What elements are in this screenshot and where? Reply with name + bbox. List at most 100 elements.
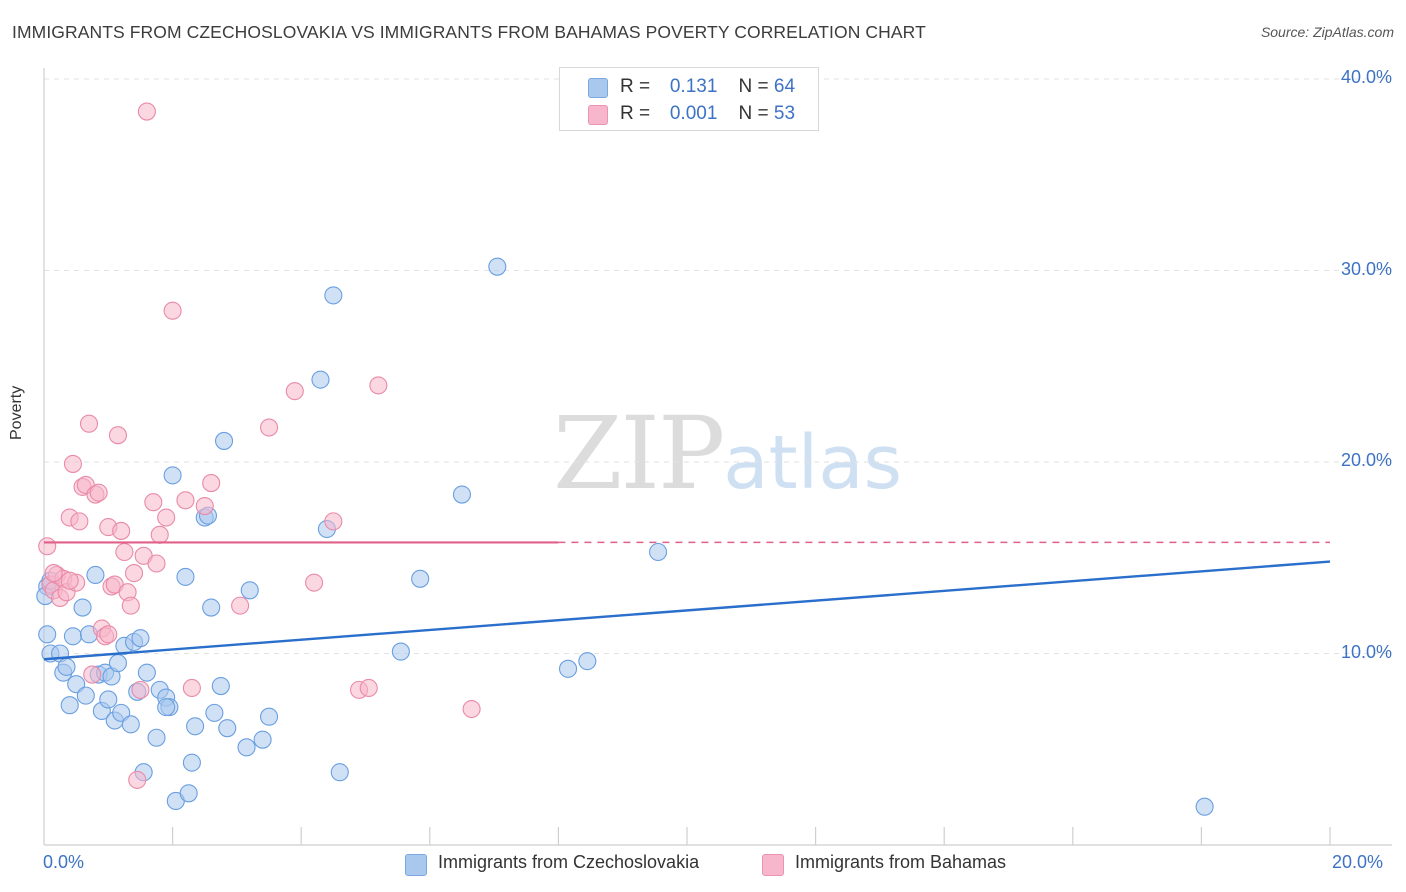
point-bahamas	[150, 525, 169, 544]
point-bahamas	[176, 491, 195, 510]
point-bahamas	[359, 678, 378, 698]
point-czechoslovakia	[253, 730, 272, 749]
legend-r-value: 0.001	[669, 103, 718, 124]
legend-r-value: 0.131	[669, 76, 718, 97]
x-tick-label-min: 0.0%	[43, 852, 85, 872]
point-czechoslovakia	[211, 677, 230, 696]
point-czechoslovakia	[179, 784, 198, 803]
point-bahamas	[99, 625, 118, 644]
legend-stats-bahamas: R = 0.001 N = 53	[620, 103, 795, 125]
legend-n-label: N =	[738, 103, 769, 124]
point-czechoslovakia	[38, 625, 57, 644]
point-czechoslovakia	[558, 659, 578, 678]
legend-n-value: 53	[773, 103, 796, 124]
data-points	[36, 102, 1214, 816]
point-czechoslovakia	[214, 431, 234, 450]
point-czechoslovakia	[163, 466, 182, 485]
y-tick-label: 30.0%	[1340, 258, 1392, 279]
point-czechoslovakia	[76, 686, 95, 705]
y-tick-label: 40.0%	[1340, 67, 1392, 87]
bottom-legend-label-czechoslovakia: Immigrants from Czechoslovakia	[438, 852, 700, 872]
point-bahamas	[128, 770, 147, 789]
point-czechoslovakia	[218, 719, 237, 738]
y-tick-label: 10.0%	[1340, 641, 1392, 662]
point-czechoslovakia	[391, 642, 410, 661]
point-czechoslovakia	[57, 657, 76, 676]
point-czechoslovakia	[73, 598, 92, 617]
point-czechoslovakia	[240, 581, 259, 600]
y-axis-label: Poverty	[8, 385, 25, 440]
point-czechoslovakia	[237, 738, 256, 757]
point-czechoslovakia	[311, 370, 330, 389]
trend-lines	[43, 541, 1331, 661]
point-czechoslovakia	[99, 690, 118, 709]
chart-title: IMMIGRANTS FROM CZECHOSLOVAKIA VS IMMIGR…	[12, 22, 926, 42]
legend-r-label: R =	[620, 103, 651, 124]
point-czechoslovakia	[60, 696, 79, 715]
point-bahamas	[163, 301, 182, 320]
point-bahamas	[137, 102, 156, 121]
point-czechoslovakia	[452, 485, 472, 504]
point-czechoslovakia	[137, 663, 156, 682]
legend-n-value: 64	[773, 76, 796, 97]
point-czechoslovakia	[330, 763, 349, 782]
watermark-atlas: atlas	[723, 420, 903, 506]
point-bahamas	[124, 564, 144, 583]
point-bahamas	[115, 542, 134, 562]
point-bahamas	[285, 382, 304, 401]
point-bahamas	[79, 414, 99, 433]
point-bahamas	[324, 512, 343, 531]
point-czechoslovakia	[205, 703, 224, 722]
point-czechoslovakia	[202, 598, 221, 617]
point-czechoslovakia	[176, 567, 195, 586]
point-bahamas	[202, 474, 221, 493]
point-czechoslovakia	[578, 652, 597, 671]
point-bahamas	[157, 508, 176, 527]
point-czechoslovakia	[121, 715, 140, 734]
point-bahamas	[131, 680, 150, 699]
point-czechoslovakia	[488, 257, 507, 276]
point-czechoslovakia	[108, 654, 127, 673]
point-bahamas	[369, 376, 388, 395]
legend-r-label: R =	[620, 76, 651, 97]
x-tick-label-max: 20.0%	[1332, 852, 1384, 872]
axes	[43, 68, 1392, 846]
point-czechoslovakia	[1195, 797, 1214, 816]
y-tick-label: 20.0%	[1340, 450, 1392, 470]
trend-line-czechoslovakia	[43, 560, 1331, 661]
point-czechoslovakia	[259, 707, 279, 726]
point-czechoslovakia	[86, 565, 105, 585]
point-czechoslovakia	[147, 728, 166, 747]
source-label: Source: ZipAtlas.com	[1260, 24, 1394, 40]
point-bahamas	[63, 454, 82, 473]
point-czechoslovakia	[182, 753, 201, 772]
point-bahamas	[89, 483, 108, 502]
point-bahamas	[195, 496, 214, 516]
gridlines	[44, 78, 1392, 654]
point-bahamas	[108, 426, 127, 445]
point-bahamas	[144, 493, 163, 512]
point-czechoslovakia	[411, 569, 430, 588]
bottom-legend-swatch-bahamas	[762, 854, 784, 876]
point-bahamas	[83, 665, 102, 684]
point-bahamas	[305, 573, 324, 592]
point-czechoslovakia	[131, 629, 150, 648]
point-bahamas	[70, 512, 89, 531]
point-bahamas	[44, 564, 63, 583]
legend-n-label: N =	[738, 76, 769, 97]
watermark: ZIPatlas	[553, 395, 902, 512]
watermark-zip: ZIP	[553, 395, 725, 512]
point-bahamas	[462, 699, 481, 719]
point-czechoslovakia	[63, 627, 82, 646]
point-czechoslovakia	[649, 542, 668, 562]
point-czechoslovakia	[324, 286, 343, 305]
legend-swatch-bahamas	[588, 105, 608, 125]
point-bahamas	[231, 596, 250, 615]
legend-swatch-czechoslovakia	[588, 78, 608, 98]
correlation-legend: R = 0.131 N = 64 R = 0.001 N = 53	[559, 67, 819, 131]
point-bahamas	[121, 596, 140, 615]
point-bahamas	[112, 521, 131, 540]
bottom-legend-label-bahamas: Immigrants from Bahamas	[795, 852, 1007, 872]
point-czechoslovakia	[186, 717, 205, 736]
